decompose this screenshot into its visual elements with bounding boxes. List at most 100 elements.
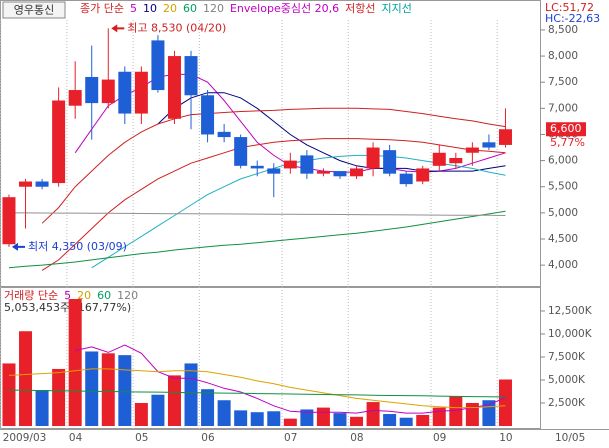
candle-body: [333, 171, 347, 177]
stock-name[interactable]: 영우통신: [14, 4, 54, 17]
candle-body: [19, 181, 33, 187]
volume-bar: [101, 353, 115, 426]
candle-body: [151, 40, 165, 91]
candle-body: [350, 168, 364, 177]
volume-bar: [2, 363, 16, 426]
lc-value: LC:51,72: [545, 1, 594, 14]
legend-item: 지지선: [381, 2, 411, 15]
legend-item: 20: [163, 2, 177, 15]
average-line: [8, 210, 506, 269]
x-tick-label: 07: [284, 432, 297, 444]
volume-bar: [234, 410, 248, 426]
candle-body: [416, 168, 430, 182]
candle-body: [465, 147, 479, 153]
x-tick-label: 05: [135, 432, 148, 444]
candle-body: [432, 152, 446, 166]
candle-body: [68, 90, 82, 106]
candle-body: [283, 160, 297, 169]
average-line: [8, 389, 506, 398]
volume-bar: [52, 368, 66, 426]
volume-bar: [350, 416, 364, 426]
date-label: 10/05: [555, 432, 585, 444]
volume-bar: [383, 414, 397, 426]
volume-bar: [201, 389, 215, 426]
volume-bar: [316, 407, 330, 426]
y-tick-label: 8,500: [548, 24, 578, 36]
y-tick-label: 6,000: [548, 155, 578, 167]
average-line: [8, 368, 506, 409]
last-price-box: [546, 122, 586, 137]
legend-item: 60: [97, 289, 111, 302]
volume-bar: [366, 402, 380, 426]
candle-body: [184, 56, 198, 96]
candle-body: [399, 173, 413, 185]
legend-item: 저항선: [345, 2, 375, 15]
volume-bar: [333, 413, 347, 426]
candle-body: [267, 168, 281, 174]
candle-body: [118, 71, 132, 114]
annotation-arrow: [111, 24, 125, 33]
x-tick-label: 04: [69, 432, 83, 444]
change-rate: 5,77%: [550, 136, 585, 149]
volume-summary: 5,053,453주 (167,77%): [4, 301, 131, 314]
y-tick-label: 4,000: [548, 259, 578, 271]
volume-bar: [19, 331, 33, 426]
legend-item: 5: [64, 289, 71, 302]
volume-bar: [85, 351, 99, 426]
candle-body: [234, 137, 248, 166]
volume-bar: [300, 409, 314, 426]
candle-body: [217, 131, 231, 138]
legend-item: 5: [130, 2, 137, 15]
annotation-arrow: [11, 242, 25, 251]
annotation: 최저 4,350 (03/09): [28, 240, 127, 253]
y-tick-label: 5,000: [548, 207, 578, 219]
candle-body: [35, 181, 49, 187]
volume-bar: [250, 412, 264, 426]
volume-bar: [68, 299, 82, 426]
candle-body: [366, 147, 380, 169]
average-line: [41, 138, 506, 271]
price-panel: [0, 0, 541, 287]
stock-name-box[interactable]: [2, 1, 66, 19]
legend-item: Envelope중심선 20,6: [230, 2, 339, 15]
volume-bar: [482, 400, 496, 426]
volume-bar: [167, 375, 181, 426]
y-tick-label: 12,500K: [548, 305, 593, 317]
volume-bar: [217, 400, 231, 426]
y-tick-label: 7,500: [548, 76, 578, 88]
candle-body: [85, 76, 99, 104]
average-line: [41, 107, 506, 224]
y-tick-label: 5,500: [548, 181, 578, 193]
volume-bar: [267, 411, 281, 426]
x-tick-label: 09: [433, 432, 446, 444]
candle-body: [134, 71, 148, 114]
candle-body: [2, 197, 16, 245]
y-tick-label: 10,000K: [548, 328, 593, 340]
y-tick-label: 7,000: [548, 102, 578, 114]
candle-body: [449, 157, 463, 164]
volume-bar: [498, 379, 512, 426]
candle-body: [498, 129, 512, 145]
average-line: [75, 344, 506, 414]
candle-body: [300, 155, 314, 174]
x-tick-label: 10: [499, 432, 512, 444]
volume-bar: [134, 402, 148, 426]
hc-value: HC:-22,63: [545, 12, 600, 25]
volume-bar: [449, 396, 463, 426]
volume-bar: [184, 363, 198, 426]
candle-body: [482, 142, 496, 148]
candle-body: [201, 95, 215, 135]
annotation: 최고 8,530 (04/20): [127, 21, 226, 34]
last-price: 6,600: [550, 122, 582, 135]
legend-item: 종가 단순: [80, 2, 124, 15]
y-tick-label: 8,000: [548, 50, 578, 62]
legend-item: 거래량 단순: [4, 289, 58, 302]
volume-bar: [283, 418, 297, 426]
legend-item: 120: [203, 2, 224, 15]
y-tick-label: 2,500K: [548, 397, 586, 409]
x-tick-label: 08: [350, 432, 363, 444]
volume-bar: [416, 414, 430, 426]
y-tick-label: 5,000K: [548, 374, 586, 386]
candle-body: [250, 165, 264, 169]
volume-bar: [118, 355, 132, 426]
